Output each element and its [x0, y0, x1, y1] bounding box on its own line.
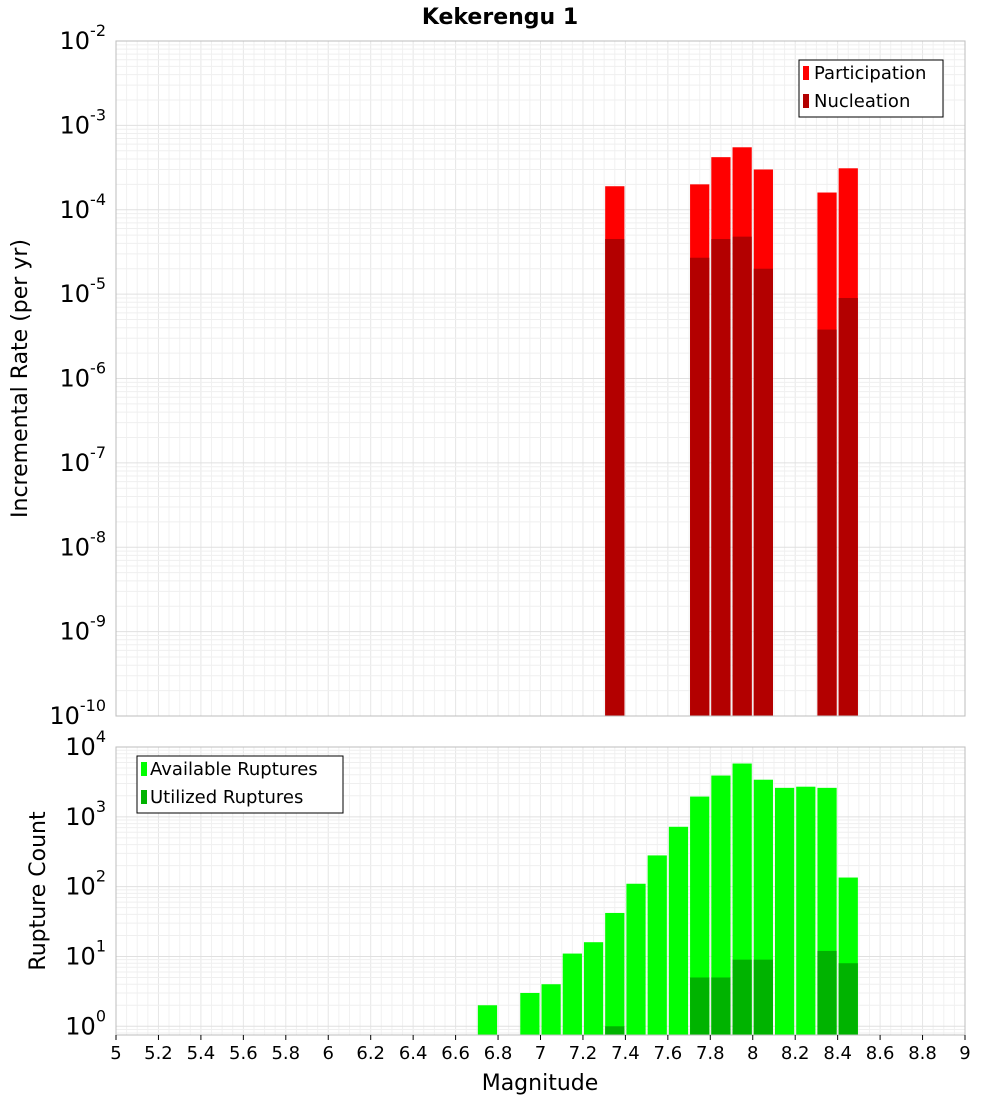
- available-ruptures-bar: [562, 953, 582, 1035]
- top-panel-y-tick-label: 10-2: [60, 21, 107, 55]
- nucleation-bar: [838, 297, 858, 716]
- x-tick-label: 8.4: [823, 1043, 852, 1064]
- bottom-panel-y-tick-label: 100: [65, 1006, 106, 1040]
- top-panel-plot-frame: [115, 40, 966, 717]
- x-tick-label: 7.2: [569, 1043, 598, 1064]
- bottom-panel-legend-box: [136, 755, 344, 814]
- bottom-panel-y-tick-label: 102: [65, 867, 106, 901]
- bottom-panel-y-tick-labels: 100 101 102 103 104: [65, 727, 106, 1040]
- available-ruptures-bar: [647, 855, 667, 1035]
- x-tick-label: 6.8: [484, 1043, 513, 1064]
- nucleation-bars: [605, 236, 858, 716]
- top-panel-y-axis-label: Incremental Rate (per yr): [8, 239, 33, 518]
- legend-label-nucleation: Nucleation: [814, 91, 910, 112]
- available-ruptures-bar: [605, 912, 625, 1035]
- legend-label-participation: Participation: [814, 63, 926, 84]
- chart-title: Kekerengu 1: [422, 5, 578, 30]
- top-panel-y-tick-label: 10-6: [60, 359, 107, 393]
- x-tick-label: 5.8: [271, 1043, 300, 1064]
- top-panel-y-tick-label: 10-3: [60, 105, 107, 139]
- x-tick-label: 5: [110, 1043, 121, 1064]
- available-ruptures-bar: [477, 1005, 498, 1035]
- available-ruptures-bar: [520, 992, 540, 1035]
- available-ruptures-bar: [668, 826, 689, 1035]
- bottom-panel-y-tick-label: 104: [65, 727, 106, 761]
- available-ruptures-bar: [626, 883, 646, 1035]
- legend-swatch-available-ruptures: [141, 762, 147, 776]
- legend-label-utilized-ruptures: Utilized Ruptures: [150, 787, 303, 808]
- top-panel-y-tick-label: 10-5: [60, 274, 107, 308]
- x-tick-label: 6.2: [356, 1043, 385, 1064]
- top-panel-y-tick-label: 10-8: [60, 527, 107, 561]
- utilized-ruptures-bar: [817, 950, 837, 1035]
- utilized-ruptures-bar: [753, 959, 773, 1035]
- available-ruptures-bar: [774, 787, 795, 1035]
- x-tick-label: 5.2: [144, 1043, 173, 1064]
- x-tick-label: 7: [535, 1043, 546, 1064]
- nucleation-bar: [690, 257, 710, 716]
- utilized-ruptures-bar: [711, 977, 731, 1035]
- x-axis-label: Magnitude: [482, 1071, 599, 1096]
- utilized-ruptures-bar: [732, 959, 752, 1035]
- x-tick-label: 8.6: [866, 1043, 895, 1064]
- x-tick-label: 5.4: [187, 1043, 216, 1064]
- utilized-ruptures-bars: [605, 950, 858, 1035]
- bottom-panel-y-axis-label: Rupture Count: [26, 811, 51, 971]
- x-tick-label: 8.8: [908, 1043, 937, 1064]
- bottom-panel-y-tick-label: 101: [65, 936, 106, 970]
- x-tick-label: 8.2: [781, 1043, 810, 1064]
- x-tick-label: 6: [323, 1043, 334, 1064]
- x-tick-label: 7.6: [654, 1043, 683, 1064]
- legend-label-available-ruptures: Available Ruptures: [150, 759, 318, 780]
- x-tick-label: 6.6: [441, 1043, 470, 1064]
- x-tick-label: 9: [959, 1043, 970, 1064]
- legend-swatch-utilized-ruptures: [141, 790, 147, 804]
- x-tick-label: 6.4: [399, 1043, 428, 1064]
- available-ruptures-bar: [796, 786, 816, 1035]
- x-tick-label: 7.8: [696, 1043, 725, 1064]
- top-panel-legend: Participation Nucleation: [798, 59, 944, 118]
- utilized-ruptures-bar: [605, 1026, 625, 1035]
- top-panel-legend-box: [798, 59, 944, 118]
- utilized-ruptures-bar: [690, 977, 710, 1035]
- legend-swatch-participation: [803, 66, 809, 80]
- top-panel-y-tick-labels: 10-10 10-9 10-8 10-7 10-6 10-5 10-4 10-3 10-2: [49, 21, 106, 730]
- top-panel-gridlines: [115, 40, 966, 717]
- top-panel-y-tick-label: 10-7: [60, 443, 107, 477]
- nucleation-bar: [732, 236, 752, 716]
- legend-swatch-nucleation: [803, 94, 809, 108]
- available-ruptures-bar: [541, 984, 561, 1035]
- nucleation-bar: [711, 239, 731, 716]
- x-tick-label: 8: [747, 1043, 758, 1064]
- utilized-ruptures-bar: [838, 963, 858, 1035]
- nucleation-bar: [817, 329, 837, 716]
- x-tick-label: 5.6: [229, 1043, 258, 1064]
- nucleation-bar: [605, 239, 625, 716]
- available-ruptures-bar: [583, 942, 604, 1035]
- bottom-panel-legend: Available Ruptures Utilized Ruptures: [136, 755, 344, 814]
- bottom-panel-y-tick-label: 103: [65, 797, 106, 831]
- available-ruptures-bar: [711, 775, 731, 1035]
- x-tick-labels: 5 5.2 5.4 5.6 5.8 6 6.2 6.4 6.6 6.8 7 7.2 7.4 7.6 7.8 8…: [110, 1035, 971, 1064]
- top-panel-y-tick-label: 10-4: [60, 190, 107, 224]
- available-ruptures-bar: [690, 796, 710, 1035]
- x-tick-label: 7.4: [611, 1043, 640, 1064]
- top-panel-y-tick-label: 10-9: [60, 612, 107, 646]
- nucleation-bar: [753, 268, 773, 716]
- top-panel-y-tick-label: 10-10: [49, 696, 106, 730]
